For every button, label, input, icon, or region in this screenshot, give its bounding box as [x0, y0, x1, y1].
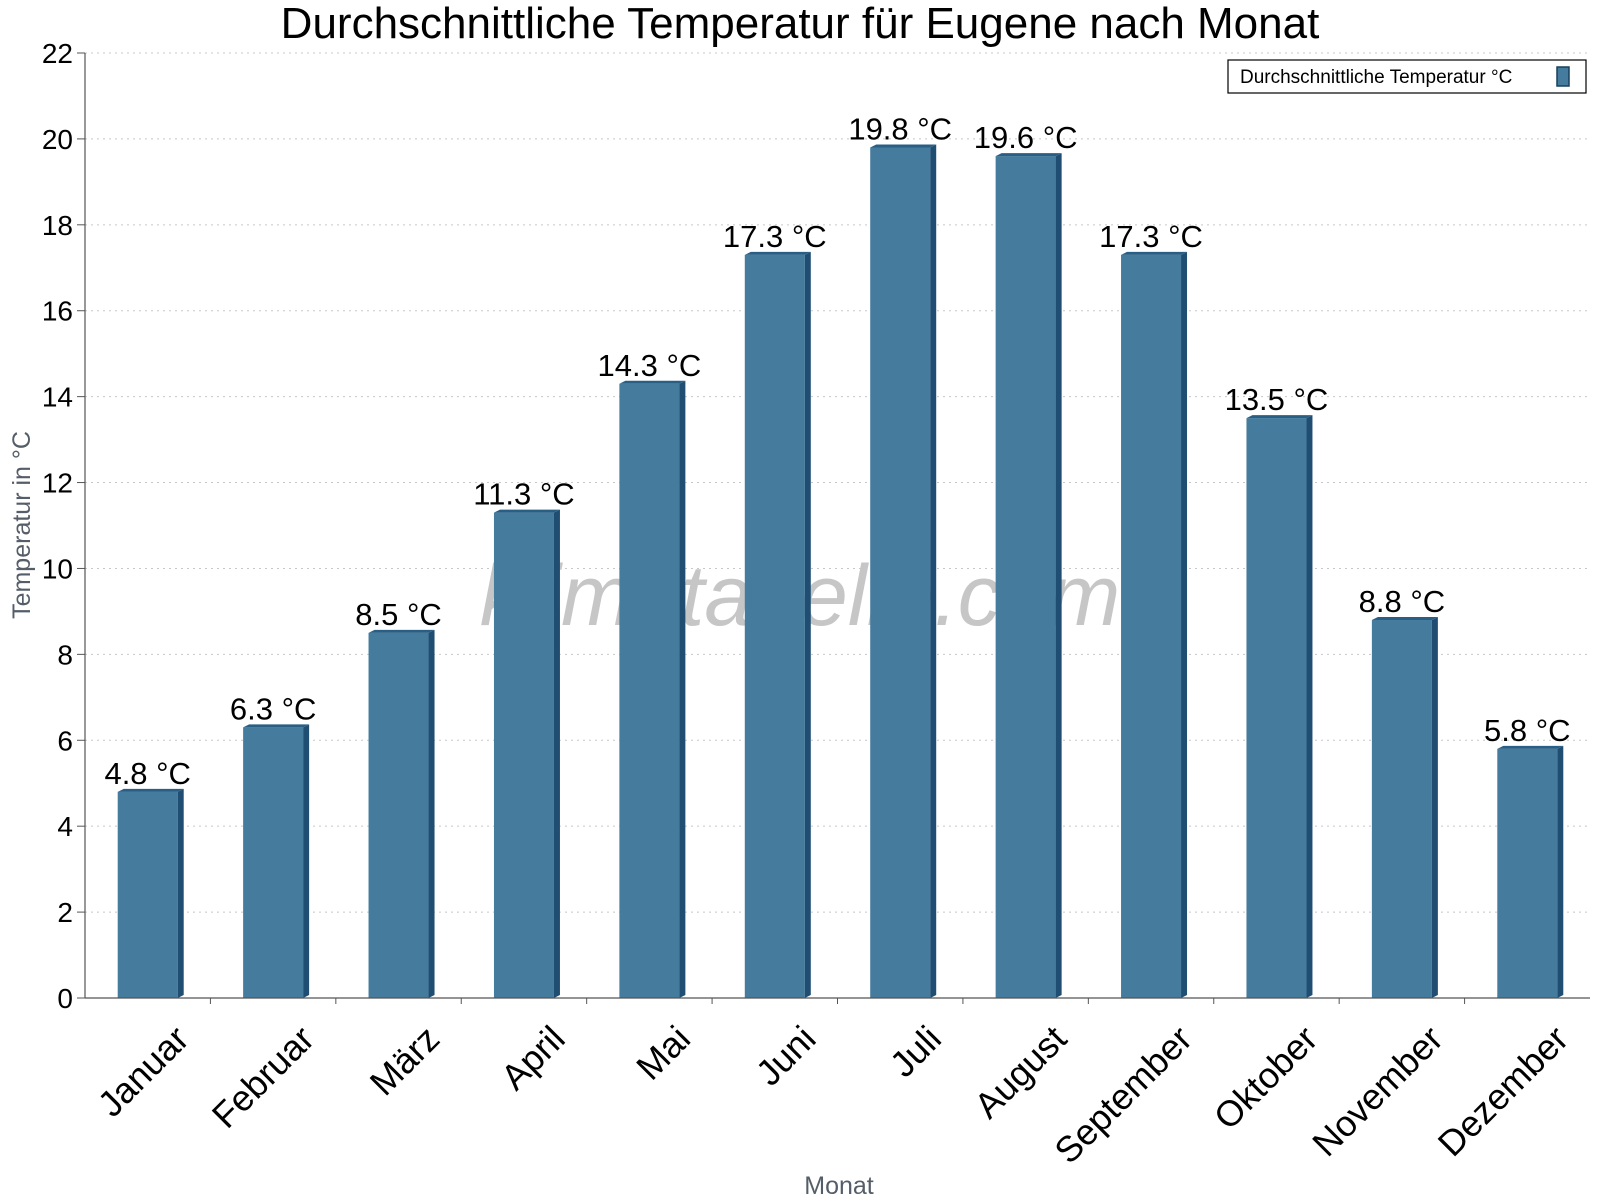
bar-front: [744, 254, 805, 999]
bar-front: [1497, 748, 1558, 998]
chart-title: Durchschnittliche Temperatur für Eugene …: [281, 0, 1320, 48]
y-tick-label: 8: [57, 639, 73, 670]
data-label: 17.3 °C: [1099, 219, 1203, 254]
bar-front: [995, 156, 1056, 998]
y-tick-label: 4: [57, 811, 73, 842]
bar-top: [1371, 617, 1438, 620]
bar-front: [493, 512, 554, 998]
bar-top: [1497, 745, 1564, 749]
y-tick-label: 16: [42, 296, 73, 327]
bar-side: [553, 509, 560, 998]
y-tick-label: 18: [42, 210, 73, 241]
bar-top: [995, 153, 1062, 157]
legend-swatch: [1556, 66, 1570, 87]
bar-front: [870, 147, 931, 998]
y-tick-label: 22: [42, 38, 73, 69]
bar-front: [368, 632, 429, 998]
bar: [493, 509, 560, 998]
bar-top: [243, 724, 310, 728]
bar-top: [619, 380, 686, 384]
data-label: 8.5 °C: [355, 597, 442, 632]
data-label: 19.6 °C: [974, 120, 1078, 155]
bars: [117, 144, 1564, 999]
y-axis-label: Temperatur in °C: [8, 431, 36, 619]
bar: [117, 788, 184, 998]
x-tick-label: Dezember: [1430, 1018, 1576, 1164]
y-tick-label: 10: [42, 553, 73, 584]
bar-top: [1246, 415, 1313, 419]
bar-side: [1431, 617, 1438, 998]
data-labels: 4.8 °C 6.3 °C 8.5 °C 11.3 °C 14.3 °C 17.3 °C 1…: [104, 112, 1570, 791]
data-label: 19.8 °C: [848, 112, 952, 147]
bar-side: [1181, 251, 1188, 999]
bar-side: [303, 724, 310, 998]
y-tick-label: 2: [57, 897, 73, 928]
data-label: 11.3 °C: [473, 477, 574, 512]
bar-side: [428, 629, 435, 998]
bar-top: [117, 788, 184, 792]
bar: [243, 724, 310, 998]
bar-side: [930, 144, 937, 998]
data-label: 14.3 °C: [598, 348, 702, 383]
y-tick-labels: 0 2 4 6 8 10 12 14 16 18 20 22: [42, 38, 73, 1014]
bar-side: [1306, 415, 1313, 998]
x-tick-label: April: [493, 1018, 573, 1098]
bar-top: [1121, 251, 1188, 255]
legend-label: Durchschnittliche Temperatur °C: [1240, 67, 1512, 88]
x-tick-label: Mai: [628, 1018, 698, 1088]
x-tick-label: Juni: [748, 1018, 824, 1094]
y-tick-label: 14: [42, 382, 73, 413]
bar-front: [117, 791, 178, 998]
bar: [1246, 415, 1313, 998]
x-tick-label: Januar: [90, 1018, 197, 1125]
bar-side: [679, 380, 686, 998]
data-label: 4.8 °C: [104, 756, 191, 791]
bar-top: [870, 144, 937, 148]
bar-top: [368, 629, 435, 633]
bar: [995, 153, 1062, 998]
data-label: 6.3 °C: [230, 691, 317, 726]
bar-top: [744, 251, 811, 255]
bar-side: [177, 788, 184, 998]
x-tick-label: März: [362, 1018, 448, 1104]
x-tick-label: Juli: [882, 1018, 949, 1085]
bar-side: [804, 251, 811, 999]
data-label: 8.8 °C: [1359, 584, 1446, 619]
y-tick-label: 0: [57, 983, 73, 1014]
x-tick-label: Oktober: [1206, 1018, 1326, 1138]
x-tick-label: September: [1046, 1018, 1200, 1172]
x-tick-label: November: [1304, 1018, 1450, 1164]
data-label: 5.8 °C: [1484, 713, 1571, 748]
y-tick-label: 12: [42, 468, 73, 499]
data-label: 13.5 °C: [1225, 382, 1329, 417]
bar-front: [1246, 418, 1307, 998]
legend: Durchschnittliche Temperatur °C: [1227, 59, 1587, 94]
bar: [744, 251, 811, 999]
bar-top: [493, 509, 560, 513]
bar: [368, 629, 435, 998]
axes: [77, 52, 1590, 1004]
bar: [870, 144, 937, 998]
bar: [619, 380, 686, 998]
bar: [1371, 617, 1438, 998]
bar-side: [1557, 745, 1564, 998]
x-tick-labels: Januar Februar März April Mai Juni Juli AugustS…: [90, 1018, 1576, 1172]
bar-front: [1121, 254, 1182, 999]
bar: [1497, 745, 1564, 998]
bar-side: [1055, 153, 1062, 998]
data-label: 17.3 °C: [723, 219, 827, 254]
legend-box: [1227, 59, 1587, 94]
bar-front: [243, 727, 304, 998]
y-tick-label: 20: [42, 124, 73, 155]
bar-front: [1371, 620, 1432, 998]
x-tick-label: August: [966, 1018, 1074, 1126]
y-tick-label: 6: [57, 725, 73, 756]
x-axis-label: Monat: [804, 1172, 874, 1200]
bar: [1121, 251, 1188, 999]
bar-front: [619, 383, 680, 998]
x-tick-label: Februar: [204, 1018, 322, 1136]
gridlines: [85, 52, 1590, 913]
